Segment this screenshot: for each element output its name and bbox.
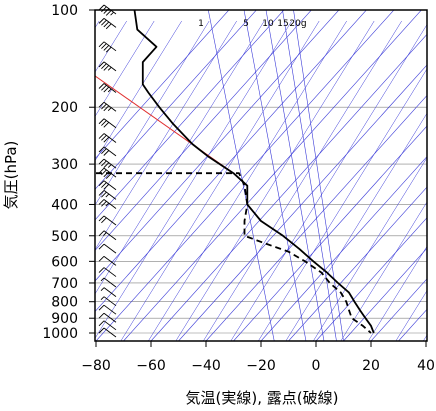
adiabat-line (148, 20, 347, 341)
isotherm-line (260, 156, 427, 341)
x-tick-label: 0 (312, 358, 321, 374)
wind-barb (98, 101, 117, 112)
wind-barbs (98, 4, 117, 338)
guide-lines (95, 10, 427, 341)
wind-barb (98, 215, 117, 226)
adiabat-line (203, 20, 402, 341)
x-axis-title: 気温(実線), 露点(破線) (186, 389, 339, 407)
adiabat-line (368, 245, 427, 341)
adiabat-line (230, 24, 427, 341)
x-tick-label: −60 (136, 358, 166, 374)
isotherm-line (95, 10, 312, 251)
wind-barb (98, 18, 117, 30)
mixing-ratio-line (207, 10, 275, 341)
wind-barb (98, 320, 117, 331)
adiabat-line (340, 201, 427, 341)
mixing-ratio-label: 5 (243, 19, 249, 29)
wind-barb (98, 243, 117, 254)
mixing-ratio-label: 15 (277, 19, 288, 29)
mixing-ratio-label: 1 (198, 19, 204, 29)
adiabat-line (423, 334, 427, 341)
wind-barb (98, 304, 117, 315)
mixing-ratio-line (293, 10, 344, 341)
adiabat-line (285, 112, 427, 341)
wind-barb (98, 41, 117, 53)
isotherm-line (123, 10, 422, 341)
pressure-gridlines (95, 9, 427, 334)
adiabat-line (258, 68, 427, 341)
adiabat-line (95, 20, 155, 117)
x-tick-label: −20 (246, 358, 276, 374)
isotherm-line (233, 125, 427, 341)
isotherm-line (95, 10, 367, 313)
wind-barb (98, 180, 117, 191)
mixing-ratio-line (282, 10, 337, 341)
wind-barb (98, 312, 117, 323)
adiabat-line (95, 20, 237, 251)
wind-barb (98, 267, 117, 277)
isotherm-line (95, 10, 285, 221)
wind-barb (100, 277, 117, 288)
isotherm-line (178, 64, 427, 341)
y-tick-label: 800 (51, 295, 78, 311)
profile-series (96, 10, 375, 334)
adiabat-line (95, 20, 182, 162)
wind-barb (98, 61, 117, 72)
temperature-line (133, 10, 375, 334)
isotherm-line (205, 94, 427, 341)
adiabat-line (313, 157, 427, 341)
x-tick-label: −80 (81, 358, 111, 374)
wind-barb (98, 190, 117, 200)
x-tick-label: −40 (191, 358, 221, 374)
y-tick-label: 700 (51, 276, 78, 292)
isotherm-line (150, 33, 427, 341)
y-tick-label: 200 (51, 100, 78, 116)
wind-barb (100, 296, 117, 307)
y-tick-label: 300 (51, 157, 78, 173)
x-tick-label: 40 (417, 358, 435, 374)
wind-barb (98, 83, 117, 93)
wind-barb (98, 167, 117, 179)
isotherm-line (95, 10, 395, 341)
x-tick-label: 20 (362, 358, 380, 374)
y-tick-label: 1000 (42, 326, 78, 342)
y-tick-label: 500 (51, 229, 78, 245)
mixing-ratio-line (243, 10, 307, 341)
mixing-ratio-label: 20g (289, 19, 306, 29)
wind-barb (98, 199, 117, 209)
wind-barb (98, 327, 117, 338)
isotherm-line (95, 10, 230, 160)
y-tick-label: 600 (51, 254, 78, 270)
dewpoint-line (96, 172, 372, 334)
adiabat-line (175, 20, 375, 341)
wind-barb (98, 230, 117, 241)
isotherm-line (315, 217, 427, 341)
y-tick-label: 400 (51, 197, 78, 213)
y-axis-title: 気圧(hPa) (2, 141, 20, 210)
adiabat-line (95, 20, 292, 339)
wind-barb (98, 158, 117, 169)
wind-barb (98, 133, 117, 143)
adiabat-line (95, 20, 210, 206)
isotherm-line (95, 10, 257, 190)
wind-barb (98, 118, 117, 129)
y-tick-label: 100 (51, 3, 78, 19)
adiabat-line (95, 20, 265, 295)
wind-barb (100, 287, 117, 298)
isotherm-line (95, 10, 340, 282)
mixing-ratio-line (265, 10, 325, 341)
isotherm-line (343, 247, 427, 341)
wind-barb (98, 255, 117, 266)
mixing-ratio-labels: 1 5 10 15 20g (198, 19, 306, 29)
mixing-ratio-label: 10 (262, 19, 274, 29)
adiabat-line (120, 20, 320, 341)
adiabat-line (395, 290, 427, 341)
y-tick-label: 900 (51, 311, 78, 327)
isotherm-line (288, 186, 427, 341)
x-axis-ticks: −80 −60 −40 −20 0 20 40 (81, 341, 435, 374)
wind-barb (98, 146, 117, 157)
